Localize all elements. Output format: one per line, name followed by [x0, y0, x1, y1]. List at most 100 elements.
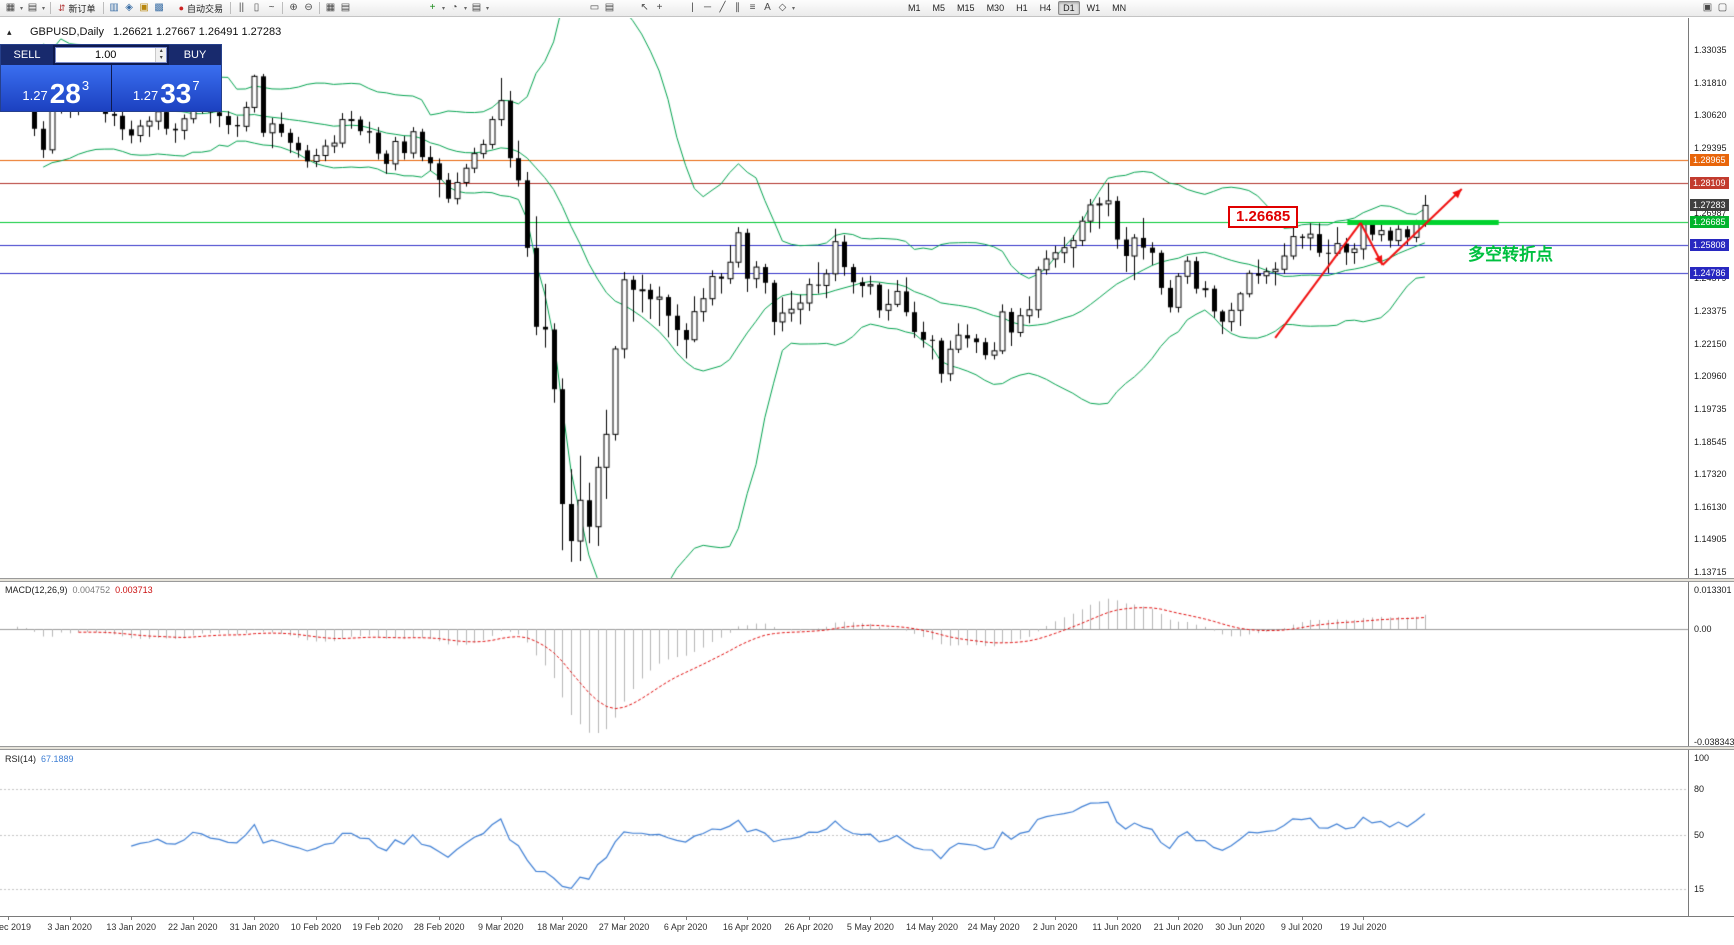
price-callout-label[interactable]: 1.26685 — [1228, 206, 1299, 228]
text-label-icon[interactable]: A — [764, 2, 771, 13]
cursor-icon[interactable]: ↖ — [640, 2, 649, 13]
data-window-icon[interactable]: ◈ — [125, 2, 133, 13]
periods-icon[interactable]: ◔ — [451, 2, 458, 13]
price-axis-label: 1.13715 — [1694, 567, 1727, 577]
line-chart-icon[interactable]: ~ — [268, 2, 275, 13]
date-axis-label: 6 Apr 2020 — [663, 922, 708, 932]
price-axis-label: 1.23375 — [1694, 306, 1727, 316]
volume-stepper: ▴ ▾ — [155, 48, 166, 62]
chart-profiles-icon[interactable]: ▤ — [27, 2, 38, 13]
bar-chart-icon[interactable]: || — [238, 2, 245, 13]
volume-input[interactable] — [56, 48, 156, 62]
buy-price-button[interactable]: 1.27 33 7 — [111, 65, 221, 111]
buy-button[interactable]: BUY — [169, 45, 221, 65]
window-menu-icon[interactable]: ▣ — [1702, 2, 1713, 13]
sell-price-pipette: 3 — [81, 78, 90, 93]
timeframe-button-H4[interactable]: H4 — [1039, 3, 1052, 13]
sell-button[interactable]: SELL — [1, 45, 53, 65]
new-order-button[interactable]: ⇵ 新订单 — [54, 1, 100, 15]
timeframe-button-M15[interactable]: M15 — [957, 3, 975, 13]
price-axis-label: 1.18545 — [1694, 436, 1727, 447]
page-setup-icon[interactable]: ▤ — [604, 2, 615, 13]
macd-indicator-label: MACD(12,26,9) 0.004752 0.003713 — [5, 585, 153, 595]
pane-divider[interactable] — [0, 746, 1734, 750]
fibonacci-icon[interactable]: ≡ — [749, 2, 756, 13]
timeframe-button-H1[interactable]: H1 — [1016, 3, 1028, 13]
price-axis-label: 1.14905 — [1694, 534, 1727, 545]
volume-increase-icon[interactable]: ▴ — [156, 48, 166, 55]
auto-trading-button[interactable]: ● 自动交易 — [175, 1, 227, 15]
dropdown-caret-icon[interactable]: ▾ — [792, 5, 796, 12]
timeframe-button-M30[interactable]: M30 — [986, 3, 1005, 13]
indicators-add-icon[interactable]: + — [429, 2, 436, 13]
toolbar-separator — [319, 2, 321, 14]
date-axis-tick — [1055, 917, 1057, 920]
navigator-icon[interactable]: ▣ — [139, 2, 149, 13]
pane-divider[interactable] — [0, 578, 1734, 582]
horizontal-line-icon[interactable]: ─ — [703, 2, 712, 13]
dropdown-caret-icon[interactable]: ▾ — [486, 5, 490, 12]
date-axis-tick — [500, 917, 502, 920]
shapes-tool-icon[interactable]: ◇ — [778, 2, 787, 13]
dropdown-caret-icon[interactable]: ▾ — [19, 5, 23, 12]
date-axis-tick — [932, 917, 933, 920]
turning-point-annotation[interactable]: 多空转折点 — [1468, 245, 1553, 264]
timeframe-button-D1[interactable]: D1 — [1058, 1, 1080, 15]
buy-price-prefix: 1.27 — [132, 88, 159, 103]
timeframe-button-MN[interactable]: MN — [1112, 3, 1127, 13]
price-axis-label: 1.33035 — [1694, 45, 1727, 55]
templates-icon[interactable]: ▤ — [471, 2, 482, 13]
sell-price-button[interactable]: 1.27 28 3 — [1, 65, 111, 111]
zoom-out-icon[interactable]: ⊖ — [304, 2, 313, 13]
toolbar-gap — [491, 8, 587, 9]
date-axis-tick — [870, 917, 872, 920]
price-axis-badge: 1.28965 — [1690, 153, 1729, 166]
print-icon[interactable]: ▭ — [589, 2, 600, 13]
rsi-name: RSI(14) — [5, 754, 37, 764]
candlestick-chart-icon[interactable]: ▯ — [253, 2, 260, 13]
toolbar-right-group: ▣ ▢ — [1700, 1, 1730, 15]
timeframe-button-W1[interactable]: W1 — [1086, 3, 1101, 13]
date-axis-tick — [1116, 917, 1118, 920]
buy-price-pipette: 7 — [192, 78, 200, 93]
date-axis-label: 19 Jul 2020 — [1339, 922, 1387, 932]
crosshair-icon[interactable]: + — [656, 2, 663, 13]
timeframe-button-M5[interactable]: M5 — [932, 3, 946, 13]
toolbar: ▣ ▢ ▦ ▾ ▤ ▾ ⇵ 新订单 ▥ ◈ ▣ ▩ ● 自动交易 || ▯ ~ ⊕ ⊖ ▦ ▤ + ▾ ◔ ▾ ▤ ▾ ▭ ▤ ↖ + | ─… — [0, 0, 1734, 17]
price-axis[interactable] — [1688, 18, 1734, 916]
equidistant-channel-icon[interactable]: ∥ — [735, 2, 741, 13]
window-restore-icon[interactable]: ▢ — [1717, 2, 1728, 13]
arrange-windows-icon[interactable]: ▤ — [340, 2, 351, 13]
trendline-icon[interactable]: ╱ — [719, 2, 726, 13]
dropdown-caret-icon[interactable]: ▾ — [41, 5, 45, 12]
price-axis-label: 1.19735 — [1694, 403, 1727, 414]
dropdown-caret-icon[interactable]: ▾ — [464, 5, 468, 12]
date-axis-tick — [685, 917, 687, 920]
dropdown-caret-icon[interactable]: ▾ — [442, 5, 446, 12]
date-axis-tick — [1363, 917, 1365, 920]
date-axis-tick — [254, 917, 256, 920]
market-watch-icon[interactable]: ▥ — [109, 2, 119, 13]
toolbar-gap — [797, 8, 902, 9]
date-axis-label: 9 Jul 2020 — [1280, 922, 1323, 932]
volume-decrease-icon[interactable]: ▾ — [156, 55, 166, 62]
chart-canvas[interactable] — [0, 18, 1688, 945]
toolbar-gap — [353, 8, 425, 9]
vertical-line-icon[interactable]: | — [691, 2, 694, 13]
date-axis-tick — [1240, 917, 1241, 920]
buy-price-big: 33 — [160, 78, 192, 109]
terminal-icon[interactable]: ▩ — [154, 2, 164, 13]
tile-windows-icon[interactable]: ▦ — [325, 2, 336, 13]
date-axis-tick — [562, 917, 564, 920]
macd-axis-label: 0.013301 — [1694, 585, 1732, 595]
date-axis-label: 31 Jan 2020 — [229, 922, 280, 932]
date-axis-label: 14 May 2020 — [905, 922, 959, 932]
date-axis-label: 16 Apr 2020 — [722, 922, 772, 932]
timeframe-button-M1[interactable]: M1 — [908, 3, 921, 13]
auto-trading-icon: ● — [178, 3, 184, 13]
rsi-axis-label: 15 — [1694, 883, 1705, 894]
one-click-panel-toggle-icon[interactable]: ▴ — [7, 27, 12, 37]
new-chart-icon[interactable]: ▦ — [5, 2, 16, 13]
zoom-in-icon[interactable]: ⊕ — [289, 2, 298, 13]
date-axis-label: 11 Jun 2020 — [1092, 922, 1142, 932]
